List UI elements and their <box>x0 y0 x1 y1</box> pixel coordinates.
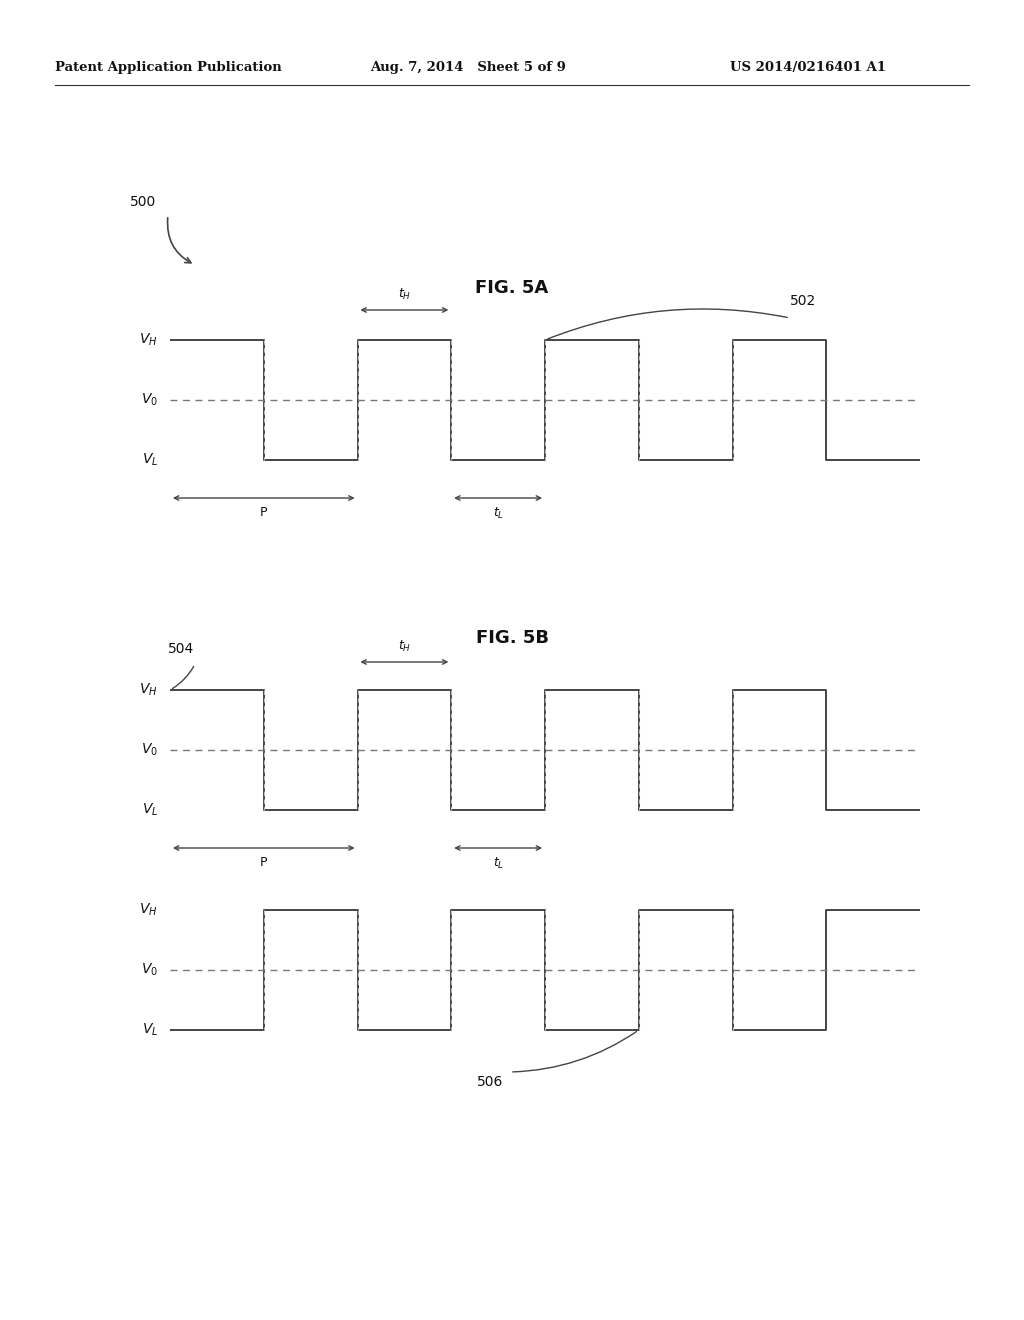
Text: Patent Application Publication: Patent Application Publication <box>55 62 282 74</box>
Text: $V_H$: $V_H$ <box>139 902 158 919</box>
Text: FIG. 5B: FIG. 5B <box>475 630 549 647</box>
Text: $t_H$: $t_H$ <box>397 286 411 302</box>
Text: $V_0$: $V_0$ <box>141 392 158 408</box>
Text: $V_L$: $V_L$ <box>141 1022 158 1039</box>
Text: 502: 502 <box>790 294 816 308</box>
Text: $V_L$: $V_L$ <box>141 801 158 818</box>
Text: US 2014/0216401 A1: US 2014/0216401 A1 <box>730 62 886 74</box>
Text: P: P <box>260 855 267 869</box>
Text: 506: 506 <box>477 1074 503 1089</box>
Text: $V_L$: $V_L$ <box>141 451 158 469</box>
Text: FIG. 5A: FIG. 5A <box>475 279 549 297</box>
Text: Aug. 7, 2014   Sheet 5 of 9: Aug. 7, 2014 Sheet 5 of 9 <box>370 62 566 74</box>
Text: 504: 504 <box>168 642 195 656</box>
Text: $t_L$: $t_L$ <box>493 506 504 521</box>
Text: $t_L$: $t_L$ <box>493 855 504 871</box>
Text: P: P <box>260 506 267 519</box>
Text: 500: 500 <box>130 195 157 209</box>
Text: $V_H$: $V_H$ <box>139 682 158 698</box>
Text: $V_H$: $V_H$ <box>139 331 158 348</box>
Text: $V_0$: $V_0$ <box>141 742 158 758</box>
Text: $t_H$: $t_H$ <box>397 639 411 653</box>
Text: $V_0$: $V_0$ <box>141 962 158 978</box>
